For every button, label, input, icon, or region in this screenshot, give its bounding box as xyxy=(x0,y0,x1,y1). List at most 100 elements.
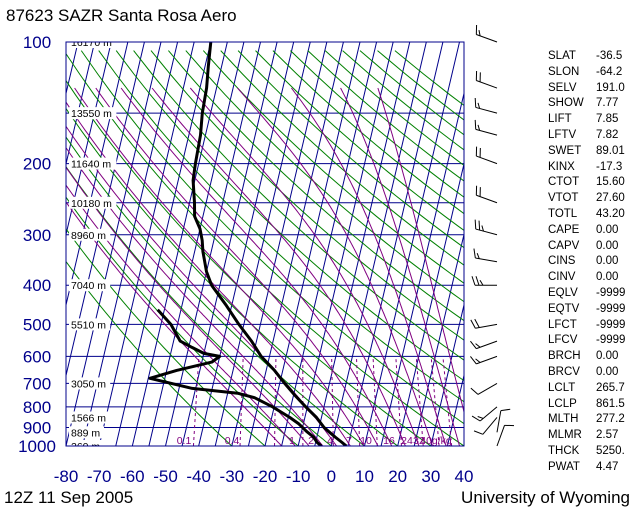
wind-barb xyxy=(470,355,498,365)
temperature-tick-label: 40 xyxy=(455,467,474,486)
svg-text:260 m: 260 m xyxy=(71,441,100,453)
index-row-ctot: CTOT 15.60 xyxy=(548,175,640,191)
index-row-eqtv: EQTV -9999 xyxy=(548,302,640,318)
temperature-tick-label: -20 xyxy=(253,467,278,486)
mixing-ratio-line xyxy=(355,356,361,446)
svg-text:8960 m: 8960 m xyxy=(71,230,106,242)
index-key: LCLT xyxy=(548,381,576,394)
wind-barb xyxy=(496,408,511,433)
dry-adiabat xyxy=(98,50,464,403)
dry-adiabat xyxy=(272,50,464,215)
index-row-lftv: LFTV 7.82 xyxy=(548,128,640,144)
pressure-tick-label: 300 xyxy=(23,226,51,245)
svg-text:889 m: 889 m xyxy=(71,427,100,439)
moist-adiabat xyxy=(66,146,324,446)
moist-adiabat xyxy=(237,87,434,446)
moist-adiabat xyxy=(189,87,420,446)
isotherm xyxy=(115,42,212,446)
index-value: 0.00 xyxy=(596,255,619,268)
sounding-indices-table: SLAT -36.5 SLON -64.2 SELV 191.0 SHOW 7.77 LIFT 7… xyxy=(548,49,640,476)
index-value: 0.00 xyxy=(596,365,619,378)
moist-adiabat xyxy=(340,87,461,446)
temperature-tick-label: -10 xyxy=(286,467,311,486)
index-row-lfct: LFCT -9999 xyxy=(548,318,640,334)
index-value: -9999 xyxy=(596,286,626,299)
index-key: SLAT xyxy=(548,50,576,62)
height-label: 10180 m xyxy=(69,196,117,210)
height-label: 8960 m xyxy=(69,228,111,242)
temperature-tick-label: 30 xyxy=(421,467,440,486)
temperature-tick-label: 10 xyxy=(355,467,374,486)
pressure-tick-label: 700 xyxy=(23,374,51,393)
data-source: University of Wyoming xyxy=(461,488,630,507)
isotherm xyxy=(413,232,464,446)
moist-adiabat xyxy=(66,201,283,446)
dry-adiabat xyxy=(220,50,464,266)
temperature-tick-label: -50 xyxy=(153,467,178,486)
index-key: LIFT xyxy=(548,113,572,126)
index-row-lift: LIFT 7.85 xyxy=(548,112,640,128)
index-key: LFCV xyxy=(548,334,578,347)
height-label: 7040 m xyxy=(69,279,111,292)
isotherm xyxy=(330,42,427,446)
index-row-pwat: PWAT 4.47 xyxy=(548,460,640,476)
moist-adiabat xyxy=(95,87,379,446)
index-row-totl: TOTL 43.20 xyxy=(548,207,640,223)
index-row-show: SHOW 7.77 xyxy=(548,96,640,112)
mixing-ratio-label: 4 xyxy=(327,435,333,447)
mixing-ratio-label: 32 xyxy=(413,435,425,447)
index-row-vtot: VTOT 27.60 xyxy=(548,191,640,207)
index-row-slat: SLAT -36.5 xyxy=(548,49,640,65)
observation-time: 12Z 11 Sep 2005 xyxy=(4,488,134,507)
wind-barb xyxy=(470,318,498,329)
dry-adiabat xyxy=(202,50,464,284)
index-key: THCK xyxy=(548,444,580,457)
index-value: -64.2 xyxy=(596,65,623,78)
dry-adiabat xyxy=(185,50,464,303)
svg-text:3050 m: 3050 m xyxy=(71,378,106,390)
moist-adiabat xyxy=(66,166,310,446)
wind-barb xyxy=(471,276,497,286)
index-row-brch: BRCH 0.00 xyxy=(548,349,640,365)
dry-adiabat xyxy=(66,227,266,446)
wind-barb xyxy=(471,406,498,422)
dry-adiabat xyxy=(66,107,399,446)
dry-adiabat xyxy=(150,50,464,341)
temperature-tick-label: 20 xyxy=(388,467,407,486)
mixing-ratio-label: 24 xyxy=(401,435,413,447)
plot-frame xyxy=(65,41,465,447)
pressure-tick-label: 100 xyxy=(23,33,51,52)
temperature-tick-label: -30 xyxy=(220,467,245,486)
index-row-kinx: KINX -17.3 xyxy=(548,160,640,176)
dry-adiabat xyxy=(255,50,464,232)
mixing-ratio-line xyxy=(331,356,334,446)
temperature-tick-label: -40 xyxy=(186,467,211,486)
mixing-ratio-label: 0.1 xyxy=(177,435,192,447)
index-row-mlth: MLTH 277.2 xyxy=(548,412,640,428)
mixing-ratio-label: 16 xyxy=(383,435,395,447)
index-row-slon: SLON -64.2 xyxy=(548,65,640,81)
index-value: -36.5 xyxy=(596,50,623,62)
isotherm xyxy=(397,161,464,446)
isotherm xyxy=(98,42,195,446)
index-value: 0.00 xyxy=(596,350,619,363)
chart-title: 87623 SAZR Santa Rosa Aero xyxy=(6,6,237,25)
index-row-thck: THCK 5250. xyxy=(548,444,640,460)
dewpoint-trace xyxy=(148,308,323,446)
index-value: -17.3 xyxy=(596,160,623,173)
index-key: LFTV xyxy=(548,128,577,141)
isotherm xyxy=(131,42,228,446)
isotherm xyxy=(314,42,411,446)
index-row-brcv: BRCV 0.00 xyxy=(548,365,640,381)
index-value: 191.0 xyxy=(596,81,625,94)
mixing-ratio-line xyxy=(415,356,424,446)
dry-adiabat xyxy=(115,50,464,382)
wind-barb xyxy=(470,340,498,350)
height-label: 889 m xyxy=(69,426,104,439)
index-key: CTOT xyxy=(548,176,580,189)
dry-adiabat xyxy=(66,260,233,446)
index-row-cins: CINS 0.00 xyxy=(548,254,640,270)
wind-barb xyxy=(475,146,498,165)
index-key: BRCV xyxy=(548,365,580,378)
